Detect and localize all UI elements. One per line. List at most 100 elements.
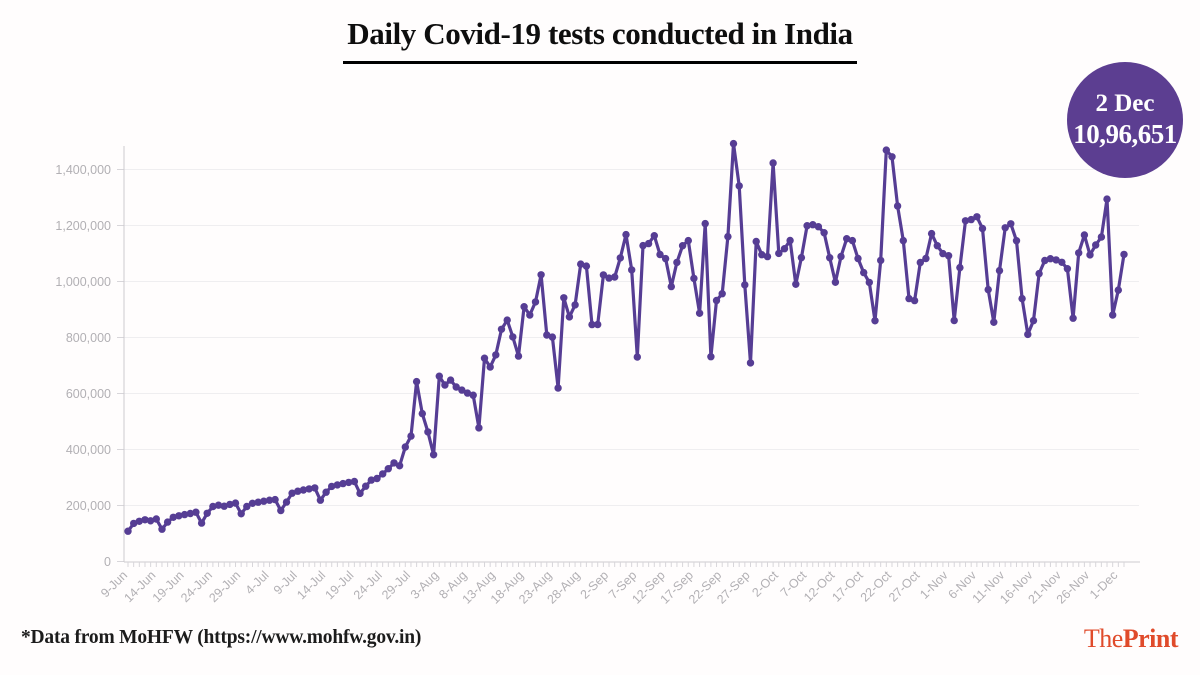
data-point [265, 496, 274, 504]
data-point [1001, 224, 1009, 232]
data-point [978, 224, 987, 233]
data-point [367, 476, 375, 484]
data-point [537, 271, 545, 279]
data-point [243, 502, 251, 511]
data-point [650, 232, 658, 240]
data-point [1109, 311, 1117, 319]
data-point [995, 266, 1004, 275]
data-point [458, 386, 466, 394]
logo-the: The [1083, 624, 1123, 653]
data-point [1035, 269, 1043, 278]
y-axis-tick-label: 400,000 [66, 443, 111, 457]
data-point [311, 484, 319, 492]
logo-print: Print [1122, 624, 1179, 653]
data-point [571, 301, 579, 309]
data-point [350, 477, 359, 486]
data-point [288, 489, 296, 497]
data-point [526, 311, 534, 319]
x-axis-tick-label: 2-Oct [749, 568, 781, 600]
data-point [673, 258, 681, 267]
data-point [299, 486, 308, 494]
data-point [718, 290, 726, 298]
data-point [639, 241, 647, 250]
data-point [1012, 237, 1021, 245]
data-point [820, 229, 828, 237]
data-point [446, 376, 455, 384]
y-axis-tick-label: 200,000 [66, 499, 111, 513]
y-axis-tick-label: 1,000,000 [55, 275, 111, 289]
data-point [769, 159, 777, 167]
data-point [848, 236, 857, 245]
data-point [339, 479, 347, 488]
data-point [724, 232, 732, 241]
data-point [582, 262, 591, 270]
data-point [633, 353, 641, 361]
data-point [882, 146, 890, 154]
data-point [373, 474, 381, 483]
data-point [933, 242, 941, 250]
x-axis-tick-label: 24-Jul [351, 568, 385, 602]
data-point [475, 424, 483, 432]
data-point [916, 258, 924, 267]
data-point [124, 527, 132, 535]
data-point [435, 372, 443, 380]
data-point [956, 263, 964, 272]
data-point [814, 223, 823, 231]
data-point [305, 485, 313, 493]
data-point [152, 515, 160, 523]
data-point [922, 254, 930, 263]
theprint-logo: ThePrint [1083, 624, 1179, 654]
data-point [412, 377, 421, 386]
data-point [950, 316, 958, 325]
data-point [271, 495, 279, 504]
data-point [214, 501, 223, 509]
data-point [899, 236, 907, 245]
x-axis-tick-label: 19-Jul [323, 568, 357, 602]
data-point [141, 516, 149, 524]
badge-value: 10,96,651 [1073, 118, 1177, 149]
y-axis-tick-label: 600,000 [66, 387, 111, 401]
data-point [927, 229, 936, 238]
data-point [294, 487, 302, 495]
data-point [175, 512, 183, 520]
data-point [180, 510, 189, 519]
data-point [254, 498, 262, 506]
x-axis-tick-label: 29-Jun [206, 568, 243, 605]
y-axis-tick-label: 0 [104, 555, 111, 569]
data-point [163, 518, 172, 526]
data-point [1092, 241, 1100, 249]
data-point [1024, 330, 1032, 339]
data-point [877, 256, 885, 265]
data-point [775, 249, 783, 258]
x-axis-tick-label: 1-Dec [1087, 568, 1120, 601]
data-point [169, 513, 177, 521]
data-point [826, 254, 834, 262]
data-point [401, 443, 409, 451]
data-point [1029, 316, 1038, 325]
y-axis-tick-label: 800,000 [66, 331, 111, 345]
data-point [763, 252, 772, 261]
data-point [248, 499, 257, 507]
data-point [237, 510, 245, 518]
data-point [418, 409, 426, 418]
data-point [345, 478, 353, 487]
data-point [565, 313, 574, 321]
data-point [1103, 195, 1111, 203]
data-point [939, 249, 947, 258]
data-point [384, 465, 392, 473]
data-point [644, 239, 653, 248]
data-point [1018, 294, 1026, 303]
data-point [628, 266, 636, 274]
x-axis-tick-label: 14-Jul [294, 568, 328, 602]
data-point [780, 245, 789, 253]
data-point [203, 509, 211, 517]
data-point [735, 182, 743, 190]
data-point [520, 303, 528, 311]
data-point [316, 496, 325, 504]
data-point [809, 221, 817, 229]
data-point [1063, 265, 1072, 273]
data-point [186, 509, 194, 518]
data-point [712, 296, 721, 305]
data-point [226, 500, 234, 509]
